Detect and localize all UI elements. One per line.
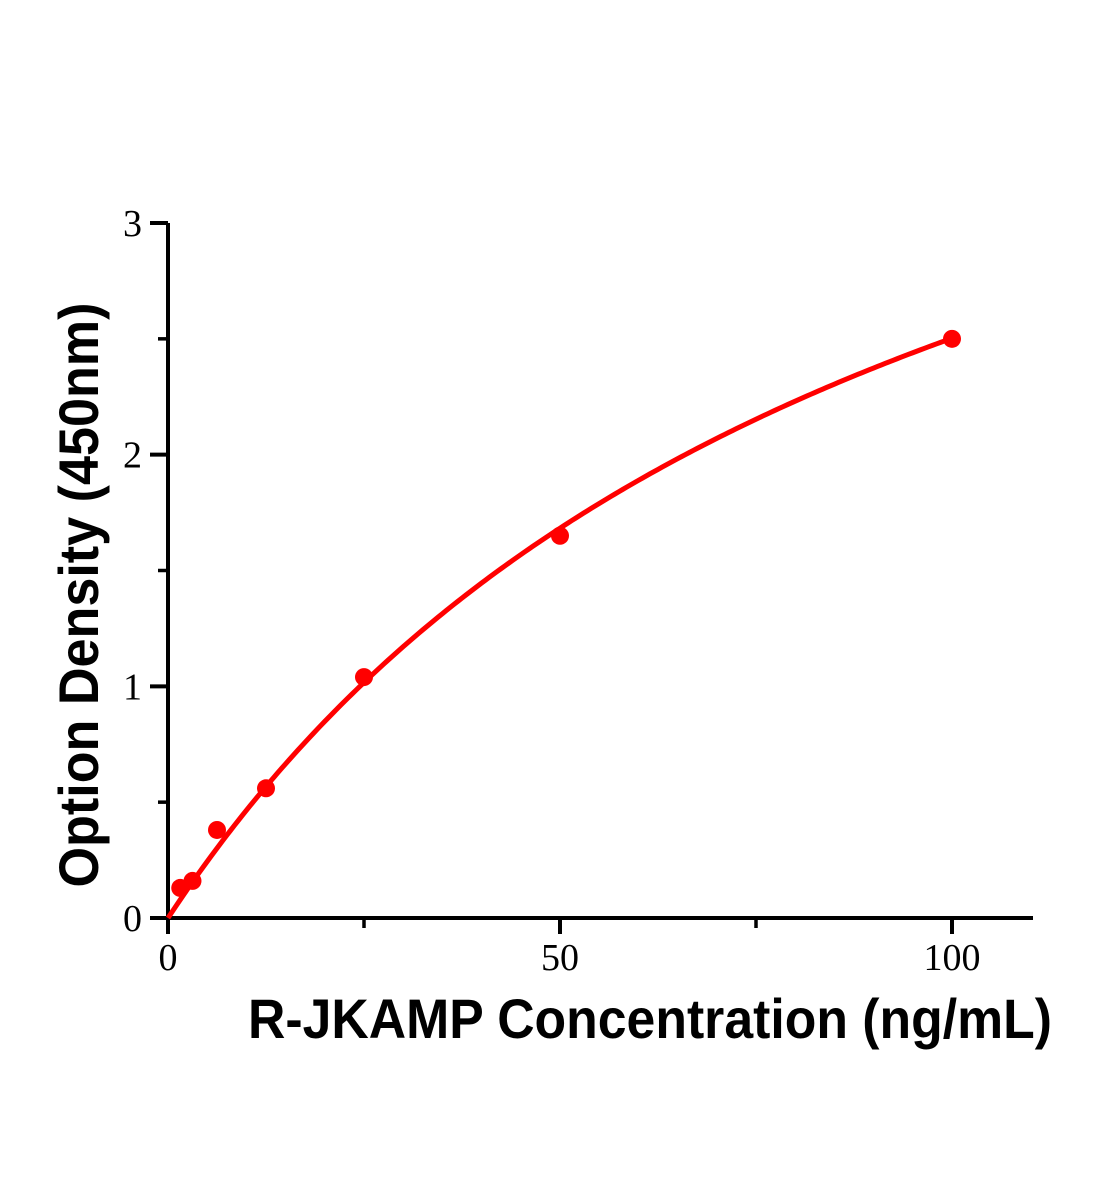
data-point bbox=[551, 526, 569, 545]
y-axis-title: Option Density (450nm) bbox=[47, 303, 110, 888]
data-point bbox=[943, 329, 961, 348]
y-tick-label: 2 bbox=[123, 435, 142, 477]
data-point bbox=[208, 820, 226, 839]
data-point bbox=[183, 871, 202, 890]
data-point bbox=[257, 779, 275, 798]
y-tick-label: 1 bbox=[123, 666, 142, 708]
x-tick-label: 100 bbox=[924, 937, 981, 979]
x-axis-title: R-JKAMP Concentration (ng/mL) bbox=[248, 987, 1052, 1050]
standard-curve-fit-line bbox=[165, 335, 953, 920]
y-tick-label: 3 bbox=[123, 203, 142, 245]
x-tick-label: 50 bbox=[541, 937, 579, 979]
data-point bbox=[355, 668, 373, 687]
y-tick-label: 0 bbox=[123, 898, 142, 940]
x-tick-label: 0 bbox=[159, 937, 178, 979]
